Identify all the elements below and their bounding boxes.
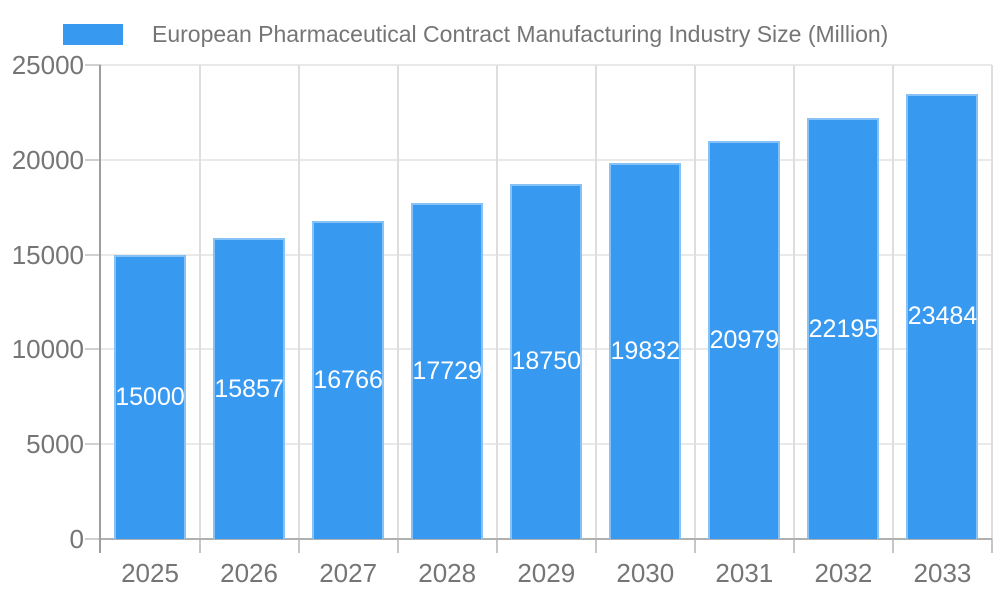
y-axis-tick bbox=[85, 348, 101, 351]
legend-color-swatch bbox=[63, 23, 123, 45]
x-axis-tick bbox=[594, 539, 597, 553]
category-separator-line bbox=[792, 65, 795, 539]
y-gridline bbox=[100, 158, 992, 161]
y-axis-label: 10000 bbox=[11, 334, 84, 365]
x-axis-label: 2032 bbox=[814, 558, 873, 588]
y-axis-line bbox=[99, 65, 101, 553]
legend-series-label: European Pharmaceutical Contract Manufac… bbox=[152, 20, 889, 47]
bar bbox=[708, 141, 781, 539]
bar bbox=[411, 202, 484, 539]
bar-value-label: 16766 bbox=[313, 366, 383, 395]
y-axis-tick bbox=[85, 538, 101, 540]
x-axis-label: 2025 bbox=[121, 558, 179, 588]
category-separator-line bbox=[991, 65, 993, 539]
x-axis-label: 2027 bbox=[319, 558, 378, 588]
bar bbox=[906, 93, 979, 539]
bar bbox=[609, 162, 682, 539]
category-separator-line bbox=[693, 65, 696, 539]
y-axis-label: 20000 bbox=[11, 144, 84, 175]
bar bbox=[114, 254, 187, 539]
category-separator-line bbox=[297, 65, 300, 539]
y-axis-tick bbox=[85, 253, 101, 256]
x-axis-tick bbox=[495, 539, 498, 553]
x-axis-tick bbox=[792, 539, 795, 553]
bar-value-label: 15857 bbox=[214, 374, 284, 403]
bar-value-label: 17729 bbox=[412, 356, 482, 385]
x-axis-label: 2030 bbox=[616, 558, 675, 588]
x-axis-label: 2026 bbox=[220, 558, 278, 588]
x-axis-tick bbox=[891, 539, 894, 553]
y-axis-tick bbox=[85, 443, 101, 446]
x-axis-tick bbox=[396, 539, 399, 553]
y-axis-label: 25000 bbox=[11, 50, 84, 80]
chart-legend: European Pharmaceutical Contract Manufac… bbox=[63, 20, 889, 47]
x-axis-tick bbox=[297, 539, 300, 553]
category-separator-line bbox=[396, 65, 399, 539]
x-axis-label: 2033 bbox=[913, 558, 972, 588]
category-separator-line bbox=[198, 65, 201, 539]
x-axis-tick bbox=[991, 539, 993, 553]
bar bbox=[213, 238, 286, 539]
y-gridline bbox=[100, 64, 992, 66]
y-axis-tick bbox=[85, 64, 101, 66]
bar bbox=[510, 183, 583, 539]
y-axis-label: 0 bbox=[69, 524, 84, 554]
category-separator-line bbox=[594, 65, 597, 539]
category-separator-line bbox=[891, 65, 894, 539]
bar-value-label: 20979 bbox=[709, 326, 780, 355]
x-axis-label: 2029 bbox=[517, 558, 576, 588]
bar-value-label: 22195 bbox=[808, 314, 879, 343]
bar bbox=[312, 221, 385, 539]
y-axis-label: 15000 bbox=[11, 239, 84, 270]
bar-value-label: 19832 bbox=[610, 336, 681, 365]
x-axis-tick bbox=[198, 539, 201, 553]
bar-value-label: 15000 bbox=[115, 382, 185, 411]
y-axis-label: 5000 bbox=[26, 429, 84, 460]
x-axis-label: 2031 bbox=[715, 558, 774, 588]
y-axis-tick bbox=[85, 158, 101, 161]
x-axis-baseline bbox=[100, 538, 992, 540]
x-axis-label: 2028 bbox=[418, 558, 477, 588]
bar-value-label: 18750 bbox=[511, 347, 582, 376]
bar-value-label: 23484 bbox=[907, 302, 978, 331]
bar bbox=[807, 118, 880, 539]
x-axis-tick bbox=[693, 539, 696, 553]
category-separator-line bbox=[495, 65, 498, 539]
